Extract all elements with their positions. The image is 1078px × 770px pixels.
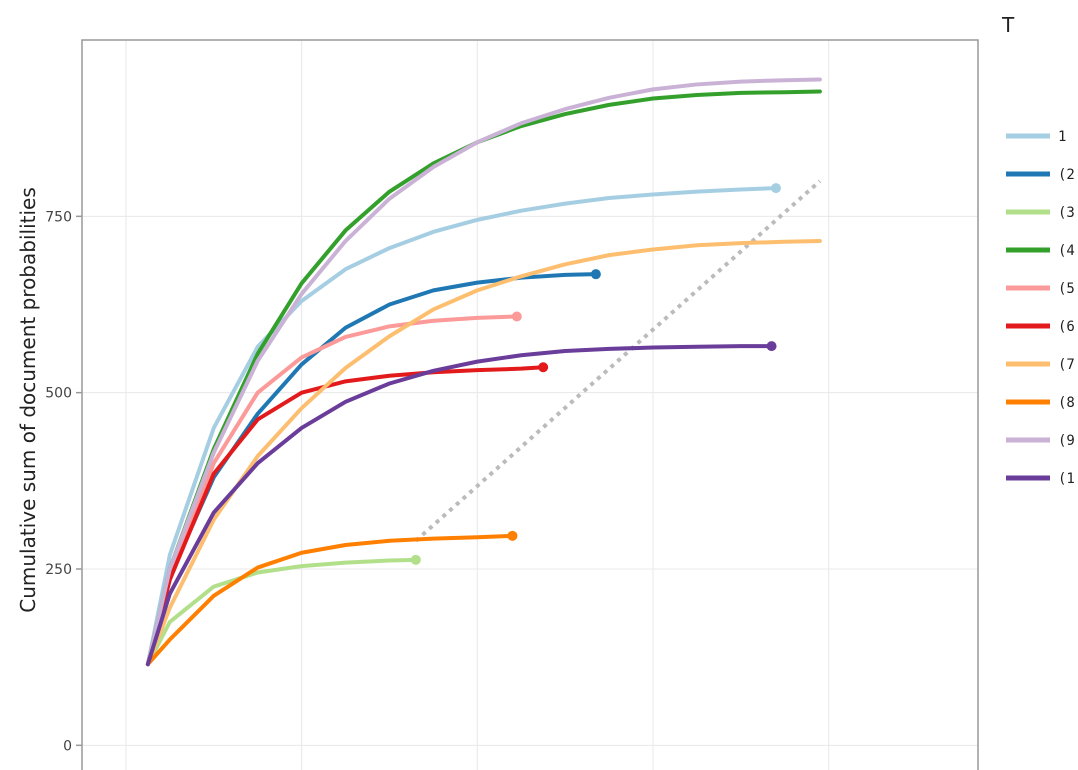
series-line-9 (145, 344, 774, 667)
y-tick-label-3: 750 (45, 209, 72, 225)
series-end-point-5 (538, 362, 549, 373)
y-tick-label-2: 500 (45, 386, 72, 402)
series-line-6 (145, 239, 822, 667)
legend-label-5: (6 (1058, 319, 1075, 335)
plot-border (81, 39, 979, 770)
series-end-point-2 (410, 554, 421, 565)
legend-label-2: (3 (1058, 205, 1075, 221)
series-layer (145, 77, 822, 667)
series-line-5 (145, 365, 546, 667)
legend-title: T (1001, 13, 1015, 37)
plot-frame (81, 39, 979, 770)
series-line-4 (145, 314, 519, 667)
series-end-point-1 (590, 269, 601, 280)
grid-lines (82, 40, 978, 770)
series-line-0 (145, 186, 778, 667)
y-tick-label-1: 250 (45, 562, 72, 578)
legend-label-8: (9 (1058, 433, 1075, 449)
legend-label-6: (7 (1058, 357, 1075, 373)
y-tick-label-0: 0 (63, 738, 72, 754)
y-axis-title: Cumulative sum of document probabilities (16, 187, 40, 613)
y-axis-ticks: 0 250 500 750 (45, 209, 82, 754)
legend: 1 (2 (3 (4 (5 (6 (7 (8 (9 (1 (1006, 129, 1075, 487)
series-end-point-7 (507, 530, 518, 541)
legend-label-4: (5 (1058, 281, 1075, 297)
series-line-8 (145, 77, 822, 667)
legend-label-7: (8 (1058, 395, 1075, 411)
series-line-7 (145, 533, 515, 667)
legend-label-9: (1 (1058, 471, 1075, 487)
series-end-point-0 (770, 183, 781, 194)
series-end-point-4 (511, 311, 522, 322)
series-end-point-9 (766, 341, 777, 352)
legend-label-0: 1 (1058, 129, 1066, 145)
legend-label-1: (2 (1058, 167, 1075, 183)
legend-label-3: (4 (1058, 243, 1075, 259)
series-line-2 (145, 557, 418, 667)
